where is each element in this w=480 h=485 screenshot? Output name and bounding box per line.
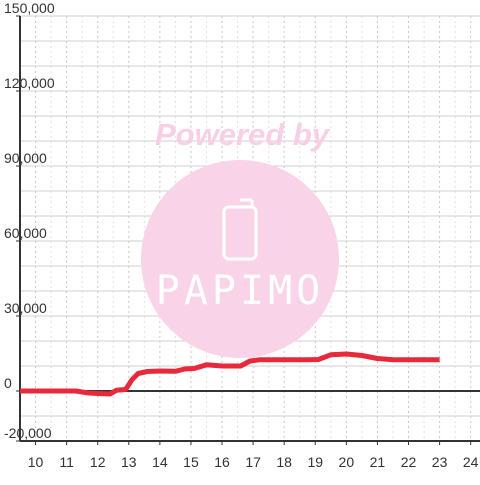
watermark-powered-by: Powered by [155,117,331,152]
x-tick-label: 10 [28,454,44,470]
y-tick-label: -20,000 [4,425,52,441]
x-tick-label: 15 [183,454,199,470]
phone-icon [222,198,258,261]
watermark-logo-text: PAPIMO [156,268,325,314]
x-tick-label: 14 [152,454,168,470]
y-tick-label: 30,000 [4,300,47,316]
x-tick-label: 21 [370,454,386,470]
y-tick-labels: -20,000 0 30,000 60,000 90,000 120,000 150,000 [4,0,55,441]
x-tick-label: 22 [401,454,417,470]
x-tick-label: 17 [245,454,261,470]
y-tick-label: 0 [4,375,12,391]
series-layer [20,351,440,397]
x-tick-labels: 10 11 12 13 14 15 16 17 18 19 20 21 22 23 24 [28,454,479,470]
x-tick-label: 18 [276,454,292,470]
watermark: Powered by PAPIMO [141,117,339,358]
x-tick-label: 19 [307,454,323,470]
y-tick-label: 90,000 [4,150,47,166]
series-line [20,351,440,397]
x-tick-label: 23 [432,454,448,470]
x-tick-label: 24 [463,454,479,470]
x-tick-label: 11 [59,454,74,470]
x-tick-label: 16 [214,454,230,470]
x-tick-label: 12 [90,454,106,470]
y-tick-label: 150,000 [4,0,55,16]
x-tick-label: 13 [121,454,137,470]
y-tick-label: 120,000 [4,75,55,91]
x-tick-label: 20 [339,454,355,470]
y-tick-label: 60,000 [4,225,47,241]
